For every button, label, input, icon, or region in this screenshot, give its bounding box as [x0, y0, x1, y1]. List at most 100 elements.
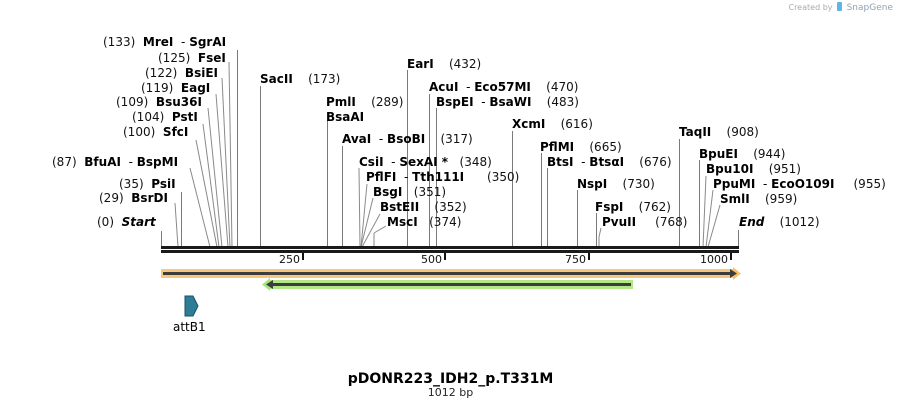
snapgene-watermark: Created by SnapGene	[788, 2, 893, 13]
site-label-bsteii[interactable]: BstEII (352)	[380, 200, 467, 214]
site-label-mrei-sgrai[interactable]: (133) MreI - SgrAI	[103, 35, 226, 49]
ruler-tick-500	[444, 253, 446, 260]
site-label-sfci[interactable]: (100) SfcI	[123, 125, 188, 139]
site-name: SfcI	[162, 125, 189, 139]
ruler-label-250: 250	[279, 253, 300, 266]
site-label-bsu36i[interactable]: (109) Bsu36I	[116, 95, 202, 109]
ruler-label-500: 500	[421, 253, 442, 266]
separator: -	[759, 177, 772, 191]
separator: -	[387, 155, 400, 169]
site-label-bpu10i[interactable]: Bpu10I (951)	[706, 162, 801, 176]
site-label-bpuei[interactable]: BpuEI (944)	[699, 147, 786, 161]
site-label-acui-eco57mi[interactable]: AcuI - Eco57MI (470)	[429, 80, 578, 94]
site-label-bsaai[interactable]: BsaAI	[326, 110, 364, 124]
site-label-bspei-bsawi[interactable]: BspEI - BsaWI (483)	[436, 95, 579, 109]
features-layer	[161, 267, 741, 317]
site-label-fspi[interactable]: FspI (762)	[595, 200, 671, 214]
site-label-psti[interactable]: (104) PstI	[132, 110, 198, 124]
separator: -	[375, 132, 388, 146]
site-position: (119)	[141, 81, 174, 95]
site-label-xcmi[interactable]: XcmI (616)	[512, 117, 593, 131]
site-label-msci[interactable]: MscI (374)	[387, 215, 461, 229]
site-name: MscI	[387, 215, 418, 229]
site-position: (35)	[119, 177, 144, 191]
site-label-bsgi[interactable]: BsgI (351)	[373, 185, 446, 199]
site-name: FseI	[197, 51, 226, 65]
site-label-pvuii[interactable]: PvuII (768)	[602, 215, 687, 229]
site-position: (665)	[589, 140, 622, 154]
site-name: EarI	[407, 57, 434, 71]
site-position: (173)	[308, 72, 341, 86]
site-label-psii[interactable]: (35) PsiI	[119, 177, 176, 191]
site-name-2: Eco57MI	[474, 80, 531, 94]
site-position: (951)	[768, 162, 801, 176]
site-label-end[interactable]: End (1012)	[739, 215, 820, 229]
site-label-nspi[interactable]: NspI (730)	[577, 177, 655, 191]
separator: -	[577, 155, 590, 169]
site-label-start[interactable]: (0) Start	[97, 215, 156, 229]
site-position: (676)	[639, 155, 672, 169]
site-name: PmlI	[326, 95, 356, 109]
site-name: XcmI	[512, 117, 546, 131]
ruler-label-1000: 1000	[700, 253, 728, 266]
map-title: pDONR223_IDH2_p.T331M	[347, 371, 554, 387]
site-position: (768)	[655, 215, 688, 229]
site-label-pmli[interactable]: PmlI (289)	[326, 95, 403, 109]
site-label-ppumi-ecoo109i[interactable]: PpuMI - EcoO109I (955)	[713, 177, 886, 191]
site-name: BpuEI	[699, 147, 738, 161]
site-position: (100)	[123, 125, 156, 139]
site-name: BfuAI	[84, 155, 121, 169]
site-name: SacII	[260, 72, 293, 86]
site-label-btsi-btsai[interactable]: BtsI - BtsαI (676)	[547, 155, 672, 169]
site-name-2: BsoBI	[387, 132, 426, 146]
separator: -	[477, 95, 490, 109]
cutline-xcmi	[512, 131, 513, 247]
site-name: Start	[121, 215, 156, 229]
map-length: 1012 bp	[427, 386, 474, 399]
site-name-2: BsaWI	[489, 95, 532, 109]
site-name: BsaAI	[326, 110, 365, 124]
cutline-fspi	[596, 213, 597, 247]
site-name-2: SgrAI	[189, 35, 227, 49]
cutline-taqii	[679, 139, 680, 247]
site-position: (762)	[638, 200, 671, 214]
site-name-2: EcoO109I	[771, 177, 835, 191]
site-name: PsiI	[151, 177, 176, 191]
site-name: EagI	[180, 81, 211, 95]
site-name: AcuI	[429, 80, 459, 94]
site-position: (29)	[99, 191, 124, 205]
site-label-smli[interactable]: SmlI (959)	[720, 192, 797, 206]
site-label-bsiei[interactable]: (122) BsiEI	[145, 66, 218, 80]
cutline-end	[738, 230, 739, 247]
cutline-pmli	[327, 120, 328, 247]
site-label-taqii[interactable]: TaqII (908)	[679, 125, 759, 139]
cutline-eari	[407, 70, 408, 247]
separator: -	[462, 80, 475, 94]
site-label-bsrdi[interactable]: (29) BsrDI	[99, 191, 168, 205]
site-name: NspI	[577, 177, 608, 191]
green-feature[interactable]	[262, 278, 633, 291]
site-label-eagi[interactable]: (119) EagI	[141, 81, 210, 95]
cutline-sacii	[260, 86, 261, 247]
site-label-pflfi-tth111i[interactable]: PflFI - Tth111I (350)	[366, 170, 519, 184]
orange-feature[interactable]	[161, 267, 741, 280]
site-label-bfuai-bspmi[interactable]: (87) BfuAI - BspMI	[52, 155, 178, 169]
site-label-sacii[interactable]: SacII (173)	[260, 72, 340, 86]
site-label-eari[interactable]: EarI (432)	[407, 57, 481, 71]
site-name: Bpu10I	[706, 162, 754, 176]
site-label-fsei[interactable]: (125) FseI	[158, 51, 226, 65]
cutline-bpuei	[699, 160, 700, 247]
attB1-feature[interactable]	[184, 295, 199, 317]
separator: -	[124, 155, 137, 169]
site-label-pflmi[interactable]: PflMI (665)	[540, 140, 622, 154]
cutline-start	[161, 231, 162, 247]
watermark-brand: SnapGene	[846, 3, 893, 13]
site-name: FspI	[595, 200, 624, 214]
watermark-prefix: Created by	[788, 3, 833, 12]
site-position: (483)	[546, 95, 579, 109]
site-position: (348)	[459, 155, 492, 169]
site-position: (109)	[116, 95, 149, 109]
site-name: Bsu36I	[155, 95, 202, 109]
site-label-avai-bsobi[interactable]: AvaI - BsoBI (317)	[342, 132, 473, 146]
site-label-csii-sexai[interactable]: CsiI - SexAI * (348)	[359, 155, 492, 169]
